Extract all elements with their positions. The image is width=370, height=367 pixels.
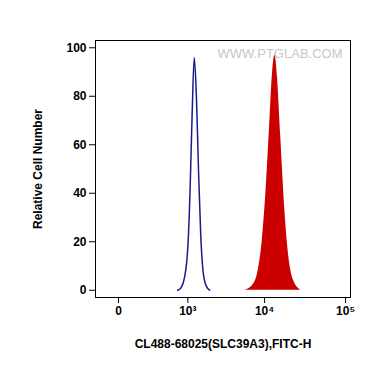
svg-text:0: 0 [80,283,87,297]
svg-text:10⁴: 10⁴ [255,304,274,318]
svg-text:10⁵: 10⁵ [336,304,355,318]
svg-text:WWW.PTGLAB.COM: WWW.PTGLAB.COM [218,46,343,61]
svg-text:100: 100 [66,41,86,55]
svg-text:60: 60 [73,138,87,152]
svg-text:0: 0 [115,304,122,318]
svg-text:10³: 10³ [179,304,196,318]
svg-text:40: 40 [73,186,87,200]
svg-text:CL488-68025(SLC39A3),FITC-H: CL488-68025(SLC39A3),FITC-H [135,337,312,351]
svg-text:20: 20 [73,235,87,249]
svg-text:80: 80 [73,89,87,103]
svg-text:Relative Cell Number: Relative Cell Number [31,109,45,229]
